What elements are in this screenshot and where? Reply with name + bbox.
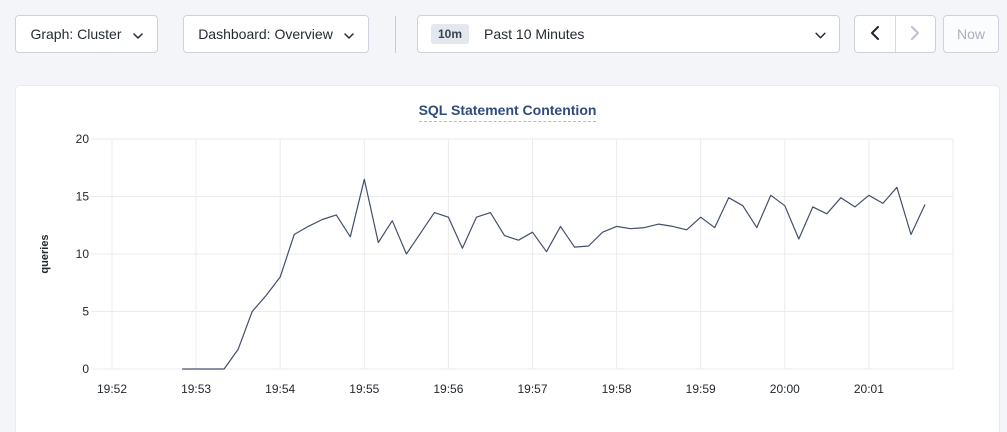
graph-dropdown-label: Graph: Cluster — [30, 26, 122, 42]
chart-title[interactable]: SQL Statement Contention — [418, 102, 597, 122]
svg-text:19:54: 19:54 — [265, 382, 295, 396]
svg-text:19:53: 19:53 — [181, 382, 211, 396]
svg-text:19:58: 19:58 — [602, 382, 632, 396]
chevron-down-icon — [815, 26, 826, 42]
toolbar-divider — [395, 15, 396, 53]
svg-text:0: 0 — [82, 362, 89, 376]
sql-statement-contention-chart[interactable]: 0 5 10 15 20 19:52 19:53 19:54 19:55 19:56 19:57 19… — [16, 86, 1001, 432]
time-forward-button[interactable] — [894, 16, 936, 52]
time-range-label: Past 10 Minutes — [484, 26, 585, 42]
graph-dropdown[interactable]: Graph: Cluster — [15, 15, 158, 53]
time-range-badge: 10m — [431, 23, 470, 45]
svg-text:queries: queries — [39, 234, 51, 273]
svg-text:19:57: 19:57 — [517, 382, 547, 396]
svg-text:15: 15 — [76, 190, 90, 204]
svg-text:19:52: 19:52 — [97, 382, 127, 396]
chart-title-row: SQL Statement Contention — [16, 102, 999, 122]
toolbar: Graph: Cluster Dashboard: Overview 10m P… — [0, 0, 1007, 53]
chevron-down-icon — [344, 26, 354, 42]
time-back-button[interactable] — [855, 16, 895, 52]
svg-text:20:00: 20:00 — [770, 382, 800, 396]
svg-text:19:55: 19:55 — [349, 382, 379, 396]
time-step-button-group — [854, 15, 936, 53]
dashboard-dropdown[interactable]: Dashboard: Overview — [183, 15, 369, 53]
svg-text:20: 20 — [76, 132, 90, 146]
time-range-selector[interactable]: 10m Past 10 Minutes — [417, 15, 840, 53]
svg-text:5: 5 — [82, 305, 89, 319]
dashboard-dropdown-label: Dashboard: Overview — [198, 26, 333, 42]
svg-text:19:59: 19:59 — [686, 382, 716, 396]
chevron-down-icon — [132, 26, 143, 42]
chart-card: SQL Statement Contention 0 5 10 15 20 19:52 19… — [15, 85, 1000, 432]
svg-text:20:01: 20:01 — [854, 382, 884, 396]
svg-text:10: 10 — [76, 247, 90, 261]
svg-text:19:56: 19:56 — [433, 382, 463, 396]
now-button[interactable]: Now — [943, 15, 999, 53]
chevron-right-icon — [910, 25, 920, 43]
chevron-left-icon — [870, 25, 880, 43]
